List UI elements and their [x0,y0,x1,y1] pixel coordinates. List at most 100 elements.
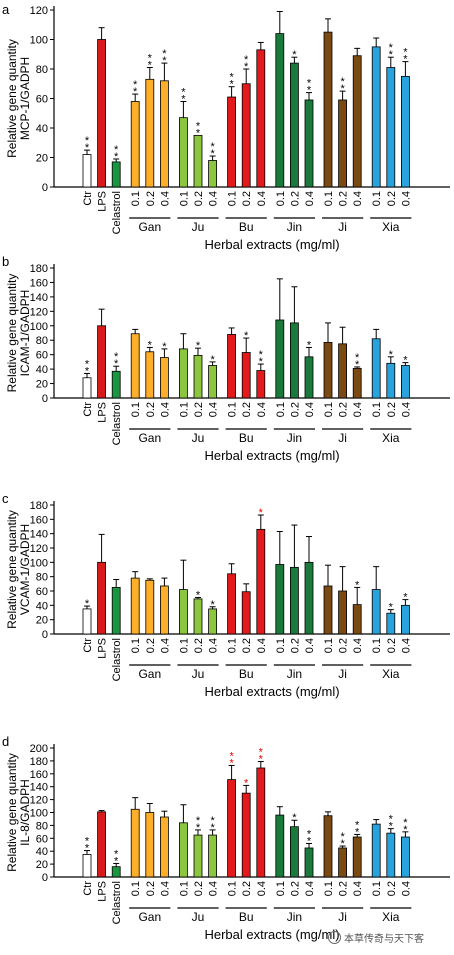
bar [130,333,140,399]
x-tick-label: 0.2 [145,402,157,417]
x-tick-label: 0.4 [304,191,316,206]
group-label: Gan [138,220,161,234]
bar [304,561,314,635]
significance-mark: * [355,579,360,591]
bar [145,351,155,399]
bar [82,608,92,635]
x-tick-label: LPS [97,402,109,423]
x-tick-label: 0.2 [289,191,301,206]
x-tick-label: 0.2 [289,402,301,417]
bar [97,39,106,188]
x-tick-label: 0.4 [208,638,220,653]
x-tick-label: 0.1 [371,881,383,896]
x-tick-label: 0.1 [178,638,190,653]
y-axis-label: VCAM-1/GADPH [18,524,32,615]
significance-mark: * [85,142,90,154]
y-tick-label: 180 [30,263,48,275]
y-tick-label: 80 [36,64,48,76]
y-tick-label: 180 [30,756,48,768]
x-tick-label: 0.4 [304,881,316,896]
y-tick-label: 80 [36,572,48,584]
x-tick-label: 0.4 [400,881,412,896]
bar [256,767,266,878]
significance-mark: * [307,78,312,90]
group-label: Xia [382,431,400,445]
bar [193,834,203,878]
significance-mark: * [307,835,312,847]
significance-mark: * [148,60,153,72]
significance-mark: * [181,93,186,105]
x-tick-label: 0.4 [304,402,316,417]
bar [386,832,396,878]
x-tick-label: 0.4 [208,191,220,206]
group-label: Ju [192,220,205,234]
x-tick-label: 0.4 [352,881,364,896]
bar [208,365,218,399]
bar [145,78,155,188]
y-tick-label: 100 [30,321,48,333]
significance-mark: * [340,83,345,95]
significance-mark: * [148,53,153,65]
watermark-text: 本草传奇与天下客 [344,934,424,945]
y-tick-label: 80 [36,335,48,347]
x-tick-label: 0.1 [178,191,190,206]
significance-mark: * [114,351,119,363]
group-label: Jin [287,431,302,445]
y-tick-label: 20 [36,859,48,871]
significance-mark: * [340,76,345,88]
bar [289,62,299,188]
x-tick-label: Ctr [82,191,94,206]
watermark: 本草传奇与天下客 [328,930,424,945]
x-tick-label: Ctr [82,638,94,653]
x-tick-label: 0.1 [275,402,287,417]
x-tick-label: 0.2 [145,638,157,653]
bar [82,154,92,188]
bar [371,338,381,399]
x-tick-label: 0.4 [256,191,268,206]
x-tick-label: 0.4 [352,638,364,653]
significance-mark: * [403,47,408,59]
bar [289,826,299,878]
y-tick-label: 40 [36,123,48,135]
x-tick-label: 0.2 [145,191,157,206]
significance-mark: * [403,592,408,604]
significance-mark: * [355,359,360,371]
y-axis-label: IL-8/GADPH [18,779,32,846]
significance-mark: * [389,42,394,54]
significance-mark: * [259,349,264,361]
bar [193,354,203,399]
group-label: Jin [287,667,302,681]
bar [352,55,362,188]
x-tick-label: 0.1 [275,191,287,206]
y-tick-label: 60 [36,586,48,598]
bar [178,348,188,399]
significance-mark: * [114,358,119,370]
significance-mark: * [114,855,119,867]
x-tick-label: 0.1 [323,402,335,417]
bar [97,561,106,635]
y-tick-label: 200 [30,743,48,755]
bar [400,365,410,399]
group-label: Bu [239,910,254,924]
x-tick-label: 0.1 [227,402,239,417]
bar [193,134,203,188]
significance-mark: * [85,843,90,855]
group-label: Gan [138,667,161,681]
significance-mark: * [196,815,201,827]
x-tick-label: 0.4 [256,402,268,417]
group-label: Bu [239,667,254,681]
bar [275,814,285,878]
x-tick-label: 0.1 [275,881,287,896]
bar [208,160,218,188]
x-tick-label: 0.2 [386,881,398,896]
x-tick-label: 0.1 [227,191,239,206]
x-tick-label: 0.2 [338,881,350,896]
panel-d: d Relative gene quantity IL-8/GADPH 0204060… [2,734,450,942]
bar [130,808,140,878]
y-tick-label: 160 [30,514,48,526]
significance-mark: * [307,828,312,840]
x-axis-label: Herbal extracts (mg/ml) [204,448,339,463]
y-tick-label: 140 [30,529,48,541]
x-tick-label: LPS [97,881,109,902]
y-tick-label: 80 [36,820,48,832]
